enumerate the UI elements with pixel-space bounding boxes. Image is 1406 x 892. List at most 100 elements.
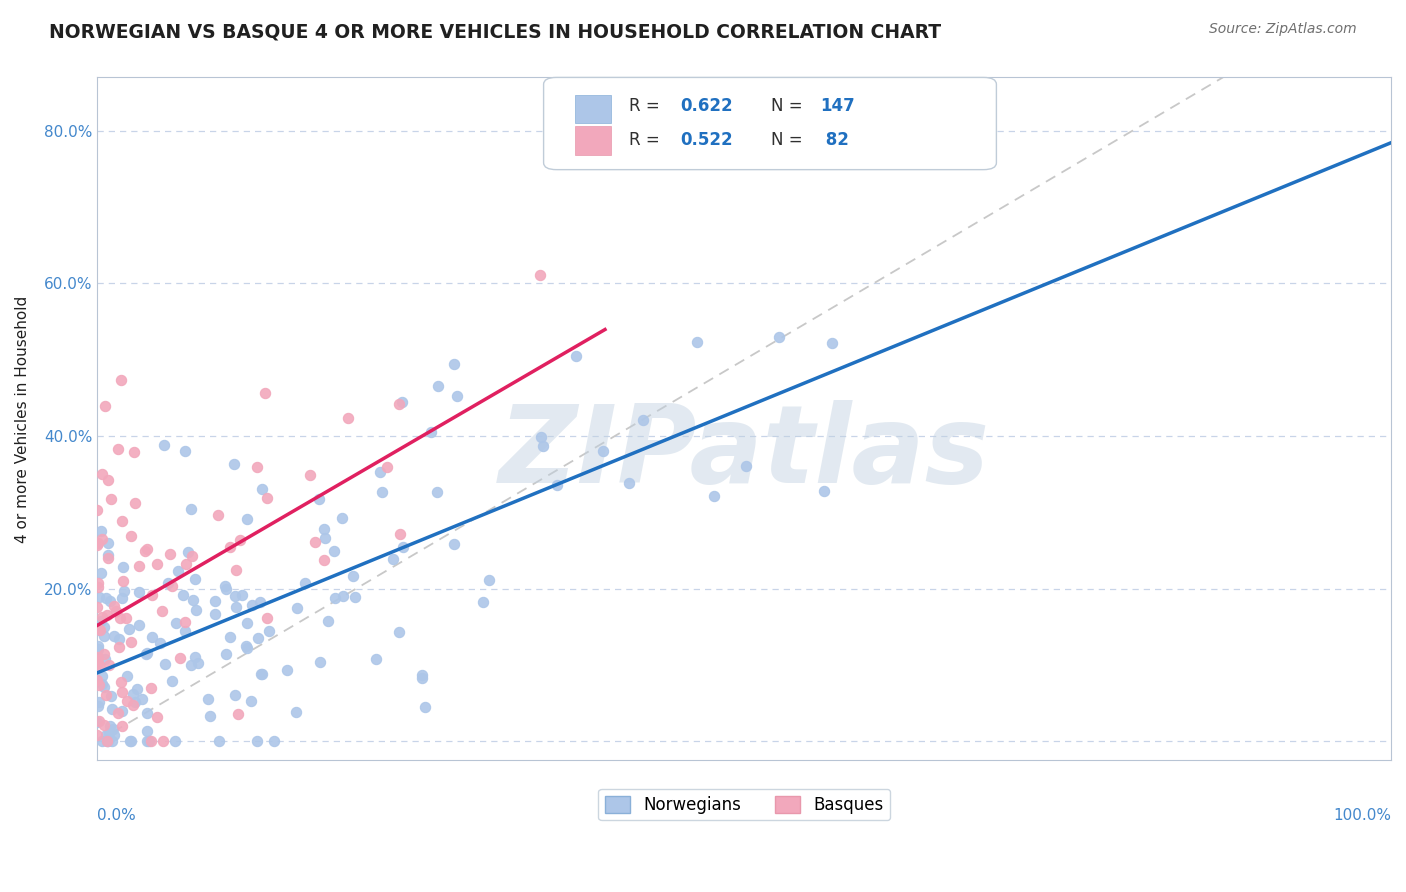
- Point: [87, 656, 110, 670]
- Point: [131, 692, 153, 706]
- Point: [314, 553, 336, 567]
- Point: [411, 668, 433, 682]
- Point: [87, 699, 110, 714]
- Point: [87, 695, 110, 709]
- Point: [112, 560, 135, 574]
- Point: [312, 522, 335, 536]
- Point: [478, 573, 501, 587]
- Text: R =: R =: [628, 131, 665, 149]
- Point: [388, 624, 411, 639]
- Point: [108, 640, 131, 654]
- Point: [256, 491, 278, 505]
- Point: [94, 652, 117, 666]
- Point: [426, 484, 449, 499]
- Point: [309, 655, 332, 669]
- Point: [411, 671, 433, 685]
- Point: [91, 669, 114, 683]
- Point: [235, 641, 257, 656]
- Point: [214, 582, 236, 596]
- Point: [204, 607, 226, 622]
- Point: [371, 485, 394, 500]
- Point: [228, 706, 250, 721]
- Point: [531, 439, 554, 453]
- Point: [128, 618, 150, 632]
- Text: N =: N =: [772, 97, 808, 115]
- Point: [308, 492, 330, 507]
- Point: [90, 614, 112, 628]
- Point: [631, 413, 654, 427]
- Point: [98, 594, 121, 608]
- Point: [111, 705, 134, 719]
- Point: [703, 489, 725, 503]
- Point: [86, 639, 108, 653]
- Point: [330, 511, 353, 525]
- Point: [135, 647, 157, 661]
- Point: [141, 588, 163, 602]
- Y-axis label: 4 or more Vehicles in Household: 4 or more Vehicles in Household: [15, 295, 30, 542]
- Point: [98, 658, 121, 673]
- FancyBboxPatch shape: [575, 126, 610, 154]
- Point: [208, 734, 231, 748]
- Point: [145, 710, 167, 724]
- Point: [389, 527, 412, 541]
- Point: [250, 482, 273, 496]
- Point: [332, 589, 354, 603]
- Point: [97, 548, 120, 562]
- Point: [111, 574, 134, 589]
- Point: [86, 653, 108, 667]
- Point: [150, 604, 173, 618]
- Point: [120, 734, 142, 748]
- Point: [246, 631, 269, 645]
- Point: [124, 696, 146, 710]
- Point: [592, 444, 614, 458]
- Point: [159, 547, 181, 561]
- Point: [87, 536, 110, 550]
- Point: [87, 623, 110, 637]
- Point: [152, 438, 174, 452]
- Point: [246, 734, 269, 748]
- Point: [100, 491, 122, 506]
- Point: [368, 465, 391, 479]
- Point: [110, 675, 132, 690]
- Point: [115, 669, 138, 683]
- Point: [382, 552, 405, 566]
- Point: [101, 723, 124, 737]
- Point: [139, 734, 162, 748]
- Point: [135, 647, 157, 661]
- Point: [89, 591, 111, 605]
- Point: [172, 588, 194, 602]
- FancyBboxPatch shape: [575, 95, 610, 123]
- Point: [87, 580, 110, 594]
- Point: [90, 734, 112, 748]
- Point: [100, 690, 122, 704]
- Point: [91, 609, 114, 624]
- Text: 147: 147: [821, 97, 855, 115]
- Point: [253, 386, 276, 401]
- Text: R =: R =: [628, 97, 665, 115]
- Point: [197, 691, 219, 706]
- Point: [342, 568, 364, 582]
- Point: [167, 564, 190, 578]
- Point: [180, 502, 202, 516]
- Point: [207, 508, 229, 523]
- Text: 0.0%: 0.0%: [97, 808, 136, 823]
- Point: [443, 357, 465, 371]
- Point: [138, 734, 160, 748]
- Point: [94, 728, 117, 742]
- Point: [94, 591, 117, 605]
- Point: [225, 600, 247, 615]
- Point: [375, 460, 398, 475]
- Point: [135, 734, 157, 748]
- Point: [128, 558, 150, 573]
- Point: [259, 624, 281, 638]
- Point: [160, 673, 183, 688]
- Point: [90, 677, 112, 691]
- Point: [685, 334, 707, 349]
- Point: [181, 593, 204, 607]
- Point: [96, 734, 118, 748]
- Point: [110, 373, 132, 387]
- Point: [165, 616, 187, 631]
- Point: [108, 632, 131, 647]
- Point: [813, 483, 835, 498]
- Point: [111, 685, 134, 699]
